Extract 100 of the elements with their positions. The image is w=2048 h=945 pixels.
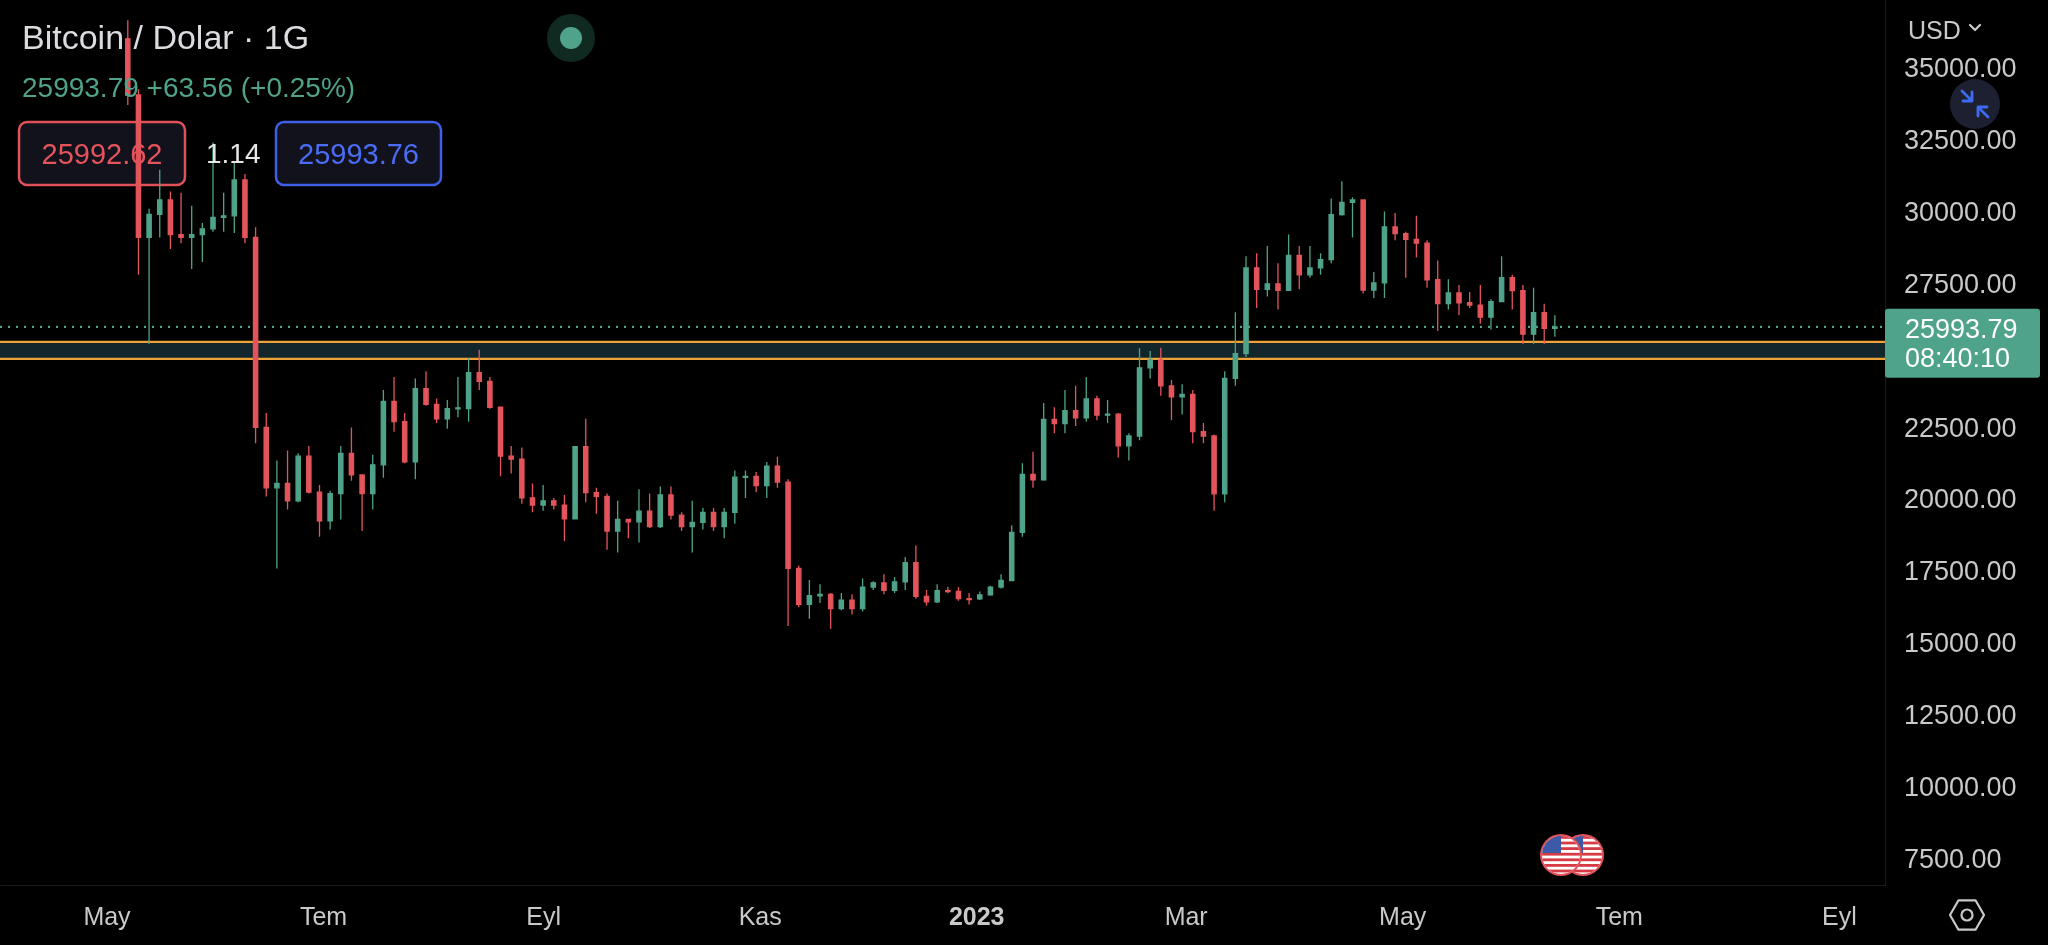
y-tick-label: 35000.00	[1904, 52, 2017, 83]
x-tick-label: May	[83, 901, 132, 930]
candlestick	[1477, 284, 1484, 325]
candlestick	[1030, 451, 1036, 489]
candlestick	[1520, 284, 1526, 345]
candlestick	[1179, 383, 1185, 416]
candlestick	[1445, 278, 1452, 311]
text: Bitcoin / Dolar · 1G	[22, 18, 310, 56]
candlestick	[582, 418, 589, 503]
candlestick	[1541, 302, 1547, 345]
candlestick	[838, 592, 845, 611]
candlestick	[1371, 271, 1377, 299]
candlestick	[476, 349, 483, 391]
candlestick	[764, 461, 770, 499]
candlestick	[252, 226, 259, 444]
candlestick	[1275, 262, 1281, 311]
candlestick	[156, 169, 163, 239]
candlestick	[1158, 347, 1164, 397]
candlestick	[220, 192, 227, 233]
x-tick-label: 2023	[948, 901, 1005, 930]
candlestick	[774, 456, 781, 489]
y-tick-label: 15000.00	[1904, 628, 2017, 659]
candlestick	[1019, 462, 1026, 538]
candlestick	[1456, 284, 1462, 316]
x-tick-label: Eyl	[1821, 901, 1857, 930]
candlestick	[412, 377, 419, 480]
candlestick	[199, 222, 206, 263]
candlestick	[359, 474, 365, 532]
candlestick	[1402, 231, 1409, 279]
candlestick	[1200, 422, 1207, 444]
candlestick	[1126, 432, 1132, 462]
y-tick-label: 10000.00	[1904, 772, 2017, 803]
candlestick	[306, 445, 312, 495]
candlestick	[721, 507, 727, 539]
candlestick	[519, 446, 525, 505]
candlestick	[678, 511, 685, 532]
x-tick-label: Kas	[738, 901, 782, 930]
y-axis-title: USD	[1908, 16, 1961, 44]
candlestick	[849, 593, 855, 616]
candlestick	[1168, 379, 1175, 421]
candlestick	[380, 389, 387, 479]
candlestick	[646, 492, 653, 529]
candlestick	[540, 484, 546, 512]
candlestick	[1115, 412, 1121, 459]
candlestick	[1552, 314, 1558, 338]
candlestick	[827, 592, 834, 630]
candlestick	[614, 500, 621, 554]
candlestick	[998, 573, 1004, 590]
candlestick	[167, 190, 174, 250]
candlestick	[369, 454, 376, 511]
candlestick	[1136, 347, 1143, 441]
candlestick	[966, 592, 972, 606]
candlestick	[593, 487, 600, 515]
candlestick	[529, 482, 536, 513]
y-tick-label: 17500.00	[1904, 556, 2017, 587]
candlestick	[891, 576, 898, 594]
candlestick	[1221, 370, 1228, 503]
y-tick-label: 22500.00	[1904, 412, 2017, 443]
candlestick	[945, 586, 951, 594]
y-tick-label: 32500.00	[1904, 124, 2017, 155]
candlestick	[657, 485, 664, 529]
candlestick	[327, 490, 333, 531]
candlestick	[785, 478, 791, 627]
candlestick	[1317, 252, 1324, 276]
candlestick	[923, 589, 930, 607]
y-tick-label: 27500.00	[1904, 268, 2017, 299]
candlestick	[1253, 252, 1260, 309]
candlestick	[636, 488, 642, 544]
candlestick	[295, 452, 301, 503]
candlestick	[1466, 291, 1473, 309]
candlestick	[1328, 197, 1334, 264]
candlestick	[1040, 402, 1047, 482]
candlestick	[1104, 399, 1111, 424]
candlestick	[551, 497, 557, 511]
candlestick	[316, 484, 323, 538]
candlestick	[742, 469, 749, 499]
candlestick	[1051, 406, 1058, 434]
candlestick	[1339, 180, 1345, 217]
candlestick	[423, 370, 429, 407]
candlestick	[508, 445, 514, 475]
candlestick	[859, 577, 866, 613]
candlestick	[348, 426, 355, 482]
candlestick	[1285, 233, 1292, 292]
candlestick	[913, 544, 919, 600]
candlestick	[497, 406, 504, 477]
candlestick	[1381, 210, 1388, 299]
candlestick	[1264, 245, 1271, 298]
annotation: 1.14	[206, 138, 261, 169]
candlestick	[561, 494, 568, 542]
text: 08:40:10	[1905, 342, 2011, 373]
candlestick	[1424, 239, 1430, 289]
candlestick	[455, 376, 461, 418]
candlestick	[1434, 259, 1441, 332]
candlestick	[572, 445, 578, 521]
candlestick	[625, 518, 632, 539]
candlestick	[710, 507, 717, 532]
candlestick	[1211, 433, 1217, 512]
candlestick	[1360, 199, 1366, 295]
x-tick-label: Eyl	[526, 901, 561, 930]
candlestick	[817, 583, 823, 604]
